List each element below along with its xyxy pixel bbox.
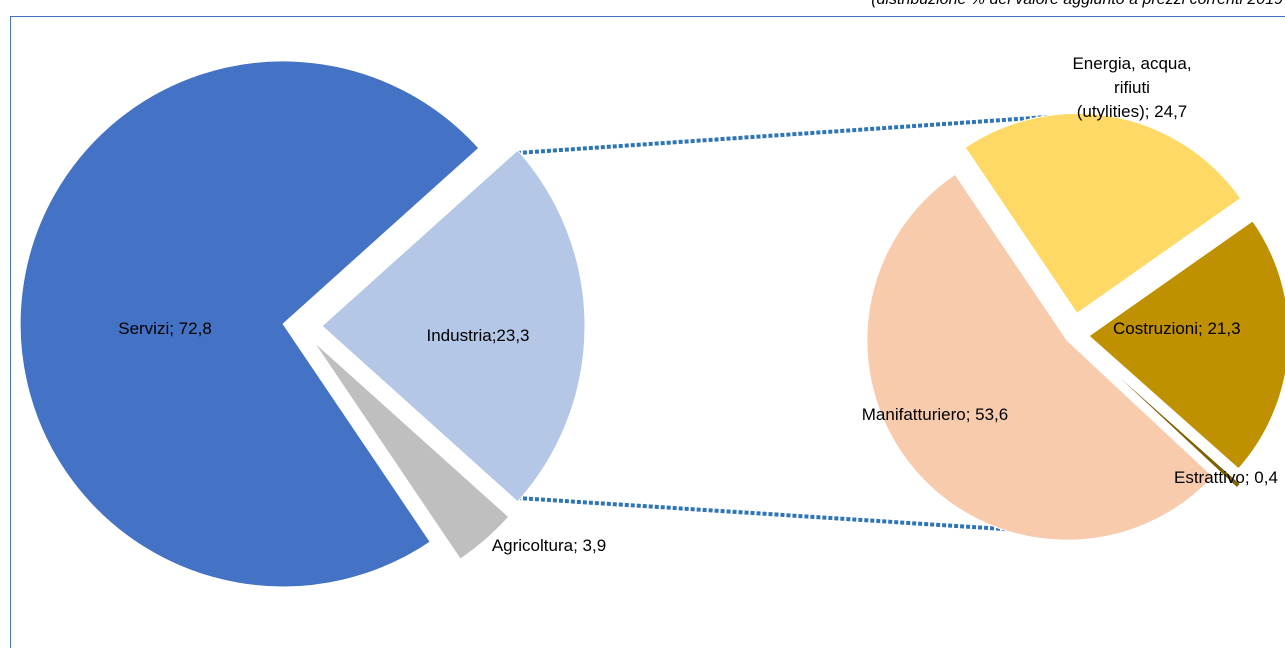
data-label: Costruzioni; 21,3 bbox=[1113, 319, 1241, 338]
data-label: Energia, acqua, rifiuti (utylities); 24,… bbox=[1072, 54, 1192, 121]
data-label: Agricoltura; 3,9 bbox=[491, 536, 607, 555]
data-label: Servizi; 72,8 bbox=[118, 319, 212, 338]
pie-slice bbox=[321, 149, 586, 503]
chart-subtitle: (distribuzione % del valore aggiunto a p… bbox=[871, 0, 1283, 9]
pie-slice bbox=[964, 112, 1242, 315]
pie-slice bbox=[1088, 220, 1285, 470]
pie-slice bbox=[1090, 350, 1242, 489]
data-label: Manifatturiero; 53,6 bbox=[861, 405, 1009, 424]
pie-slice bbox=[866, 173, 1214, 541]
data-label: Estrattivo; 0,4 bbox=[1174, 468, 1278, 487]
pie-slice bbox=[19, 60, 480, 588]
chart-frame bbox=[10, 16, 1285, 648]
pie-slice bbox=[312, 340, 510, 560]
data-label: Industria;23,3 bbox=[426, 326, 530, 345]
connector-line bbox=[516, 496, 1051, 534]
connector-line bbox=[516, 114, 1063, 155]
